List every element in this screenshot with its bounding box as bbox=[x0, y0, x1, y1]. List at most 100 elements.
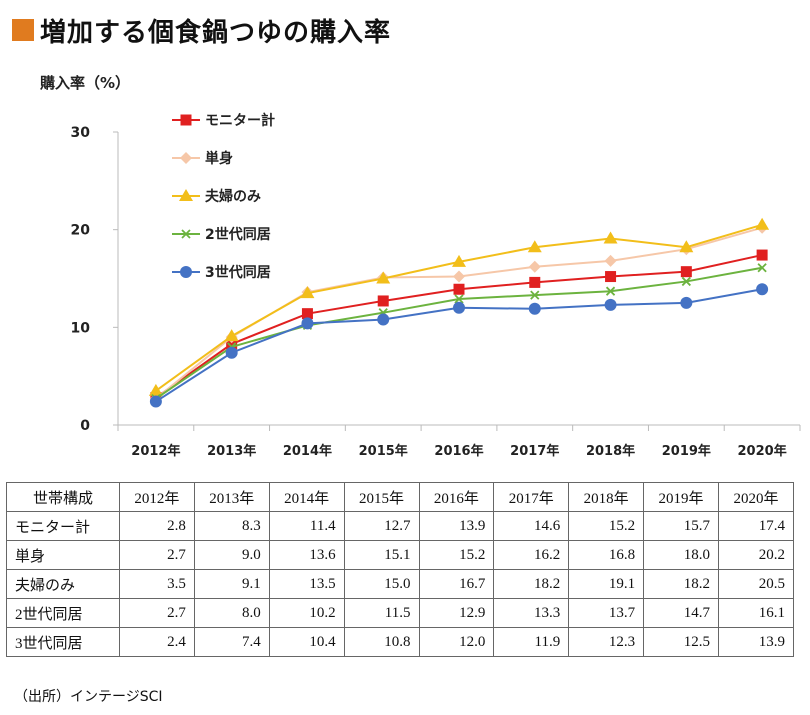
data-point bbox=[527, 240, 542, 253]
table-cell: 15.7 bbox=[643, 511, 719, 541]
chart-title: 増加する個食鍋つゆの購入率 bbox=[40, 17, 392, 48]
table-header-cell: 2017年 bbox=[493, 482, 570, 512]
table-cell: 15.0 bbox=[343, 569, 420, 599]
data-point bbox=[755, 217, 770, 230]
x-tick-label: 2019年 bbox=[662, 443, 711, 459]
data-point bbox=[149, 395, 162, 408]
legend-marker bbox=[179, 189, 193, 201]
table-cell: 16.1 bbox=[718, 598, 794, 628]
table-cell: 2.7 bbox=[119, 598, 195, 628]
data-point bbox=[680, 296, 693, 309]
data-point bbox=[301, 317, 314, 330]
table-cell: 11.5 bbox=[343, 598, 420, 628]
x-tick-label: 2013年 bbox=[207, 443, 256, 459]
table-row: 2世代同居 2.7 8.0 10.2 11.5 12.9 13.3 13.7 14.7 16.1 bbox=[6, 598, 794, 628]
table-row-label: モニター計 bbox=[6, 511, 120, 541]
table-cell: 8.3 bbox=[193, 511, 270, 541]
y-tick-label: 20 bbox=[71, 223, 91, 239]
table-cell: 13.9 bbox=[718, 627, 794, 657]
data-point bbox=[529, 276, 541, 288]
data-point bbox=[756, 283, 769, 296]
legend-marker bbox=[180, 152, 192, 164]
data-point bbox=[530, 290, 540, 300]
table-cell: 10.8 bbox=[343, 627, 420, 657]
data-point bbox=[681, 276, 691, 287]
data-point bbox=[604, 254, 617, 267]
table-row: 3世代同居 2.4 7.4 10.4 10.8 12.0 11.9 12.3 12.5 13.9 bbox=[6, 627, 794, 657]
table-cell: 15.2 bbox=[418, 540, 495, 570]
x-tick-label: 2015年 bbox=[359, 443, 408, 459]
table-header-cell: 2014年 bbox=[268, 482, 345, 512]
table-cell: 17.4 bbox=[718, 511, 794, 541]
table-cell: 9.1 bbox=[193, 569, 270, 599]
table-cell: 2.4 bbox=[119, 627, 195, 657]
data-point bbox=[603, 231, 618, 244]
table-row-label: 3世代同居 bbox=[6, 627, 120, 657]
table-cell: 18.0 bbox=[643, 540, 719, 570]
table-header-cell: 2020年 bbox=[718, 482, 794, 512]
data-point bbox=[453, 283, 465, 295]
table-cell: 14.6 bbox=[493, 511, 570, 541]
legend-label: モニター計 bbox=[205, 112, 275, 129]
table-cell: 16.8 bbox=[568, 540, 645, 570]
table-cell: 13.5 bbox=[268, 569, 345, 599]
data-point bbox=[605, 286, 616, 296]
data-point bbox=[300, 286, 315, 299]
y-tick-label: 10 bbox=[71, 320, 91, 336]
y-tick-label: 0 bbox=[80, 418, 90, 434]
table-cell: 13.9 bbox=[418, 511, 495, 541]
data-point bbox=[604, 298, 617, 311]
x-tick-label: 2020年 bbox=[738, 443, 787, 459]
source-note: （出所）インテージSCI bbox=[14, 689, 163, 705]
table-cell: 2.8 bbox=[119, 511, 195, 541]
data-point bbox=[452, 254, 466, 267]
table-cell: 14.7 bbox=[643, 598, 719, 628]
data-point bbox=[453, 270, 465, 283]
table-cell: 7.4 bbox=[193, 627, 270, 657]
table-cell: 12.7 bbox=[343, 511, 420, 541]
x-tick-label: 2016年 bbox=[434, 443, 483, 459]
table-cell: 13.7 bbox=[568, 598, 645, 628]
data-point bbox=[148, 383, 163, 396]
table-cell: 20.5 bbox=[718, 569, 794, 599]
table-cell: 10.2 bbox=[268, 598, 345, 628]
data-point bbox=[224, 329, 239, 342]
table-cell: 11.9 bbox=[493, 627, 570, 657]
data-point bbox=[226, 338, 238, 350]
table-cell: 16.2 bbox=[493, 540, 570, 570]
table-row: モニター計 2.8 8.3 11.4 12.7 13.9 14.6 15.2 15.7 17.4 bbox=[6, 511, 794, 541]
y-tick-label: 30 bbox=[71, 125, 91, 141]
table-row: 夫婦のみ 3.5 9.1 13.5 15.0 16.7 18.2 19.1 18.2 20.5 bbox=[6, 569, 794, 599]
data-point bbox=[454, 294, 464, 304]
table-cell: 13.6 bbox=[268, 540, 345, 570]
table-cell: 12.3 bbox=[568, 627, 645, 657]
table-cell: 15.1 bbox=[343, 540, 420, 570]
data-point bbox=[528, 302, 541, 315]
table-cell: 12.9 bbox=[418, 598, 495, 628]
table-cell: 19.1 bbox=[568, 569, 645, 599]
data-point bbox=[528, 260, 541, 273]
table-cell: 12.5 bbox=[643, 627, 719, 657]
data-table: 世帯構成 2012年 2013年 2014年 2015年 2016年 2017年… bbox=[6, 482, 794, 657]
table-cell: 9.0 bbox=[193, 540, 270, 570]
table-header-cell: 2019年 bbox=[643, 482, 719, 512]
table-header-cell: 2015年 bbox=[343, 482, 420, 512]
legend-label: 夫婦のみ bbox=[205, 188, 261, 205]
legend-label: 2世代同居 bbox=[205, 226, 271, 243]
table-cell: 12.0 bbox=[418, 627, 495, 657]
table-cell: 13.3 bbox=[493, 598, 570, 628]
table-corner-header: 世帯構成 bbox=[6, 482, 120, 512]
table-row: 単身 2.7 9.0 13.6 15.1 15.2 16.2 16.8 18.0 20.2 bbox=[6, 540, 794, 570]
legend-marker bbox=[180, 114, 192, 126]
table-cell: 18.2 bbox=[493, 569, 570, 599]
table-cell: 8.0 bbox=[193, 598, 270, 628]
x-tick-label: 2018年 bbox=[586, 443, 635, 459]
table-cell: 15.2 bbox=[568, 511, 645, 541]
y-axis-label: 購入率（%） bbox=[39, 74, 130, 92]
x-tick-label: 2012年 bbox=[131, 443, 180, 459]
title-square-icon bbox=[12, 19, 34, 41]
data-point bbox=[301, 308, 313, 320]
table-cell: 2.7 bbox=[119, 540, 195, 570]
data-point bbox=[376, 271, 391, 284]
legend-marker bbox=[181, 229, 191, 239]
